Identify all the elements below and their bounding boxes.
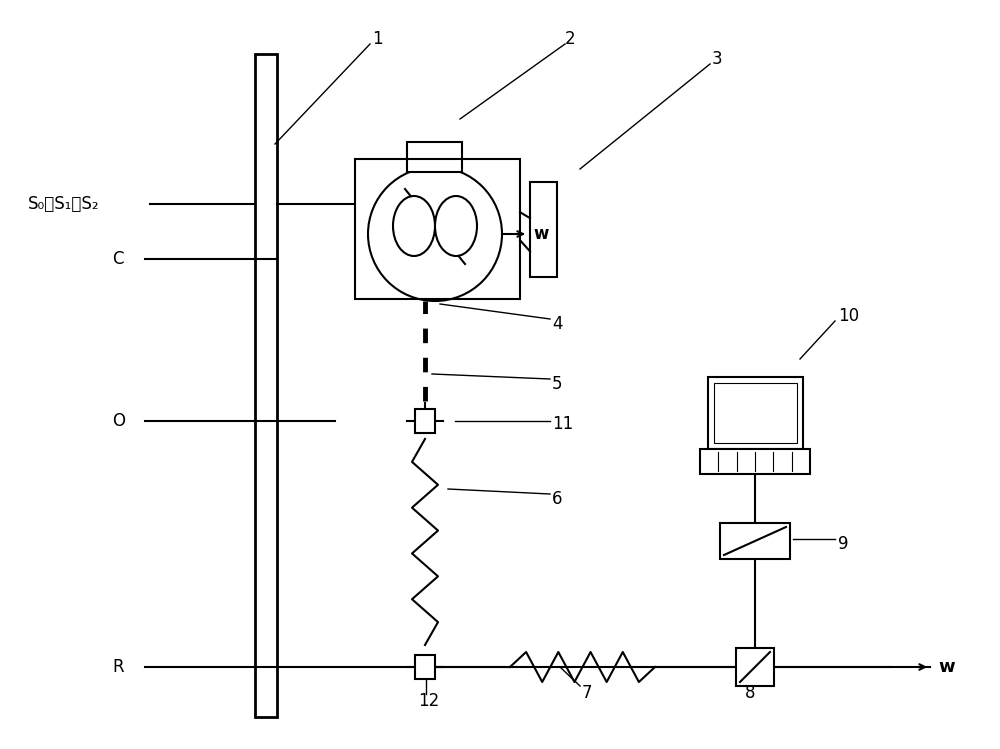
Bar <box>255 54 277 717</box>
Text: O: O <box>112 412 125 430</box>
Bar <box>700 449 810 474</box>
Bar <box>736 648 774 686</box>
Text: 8: 8 <box>745 684 756 702</box>
Ellipse shape <box>435 196 477 256</box>
Text: w: w <box>938 658 955 676</box>
Bar <box>720 523 790 559</box>
Bar <box>408 142 462 172</box>
Text: 9: 9 <box>838 535 849 553</box>
Text: 11: 11 <box>552 415 573 433</box>
Bar <box>714 383 796 443</box>
Bar <box>415 409 435 433</box>
Text: 6: 6 <box>552 490 562 508</box>
Bar <box>415 655 435 679</box>
Text: R: R <box>112 658 124 676</box>
Bar <box>530 182 557 277</box>
Text: 1: 1 <box>372 30 383 48</box>
Text: 2: 2 <box>565 30 576 48</box>
Text: 7: 7 <box>582 684 592 702</box>
Text: 10: 10 <box>838 307 859 325</box>
Ellipse shape <box>393 196 435 256</box>
Text: 12: 12 <box>418 692 439 710</box>
Text: C: C <box>112 250 124 268</box>
Text: 5: 5 <box>552 375 562 393</box>
Text: 3: 3 <box>712 50 723 68</box>
Text: w: w <box>533 225 548 243</box>
Bar <box>355 159 520 299</box>
Circle shape <box>368 167 502 301</box>
Text: S₀或S₁或S₂: S₀或S₁或S₂ <box>28 195 100 213</box>
Bar <box>708 377 802 449</box>
Text: 4: 4 <box>552 315 562 333</box>
